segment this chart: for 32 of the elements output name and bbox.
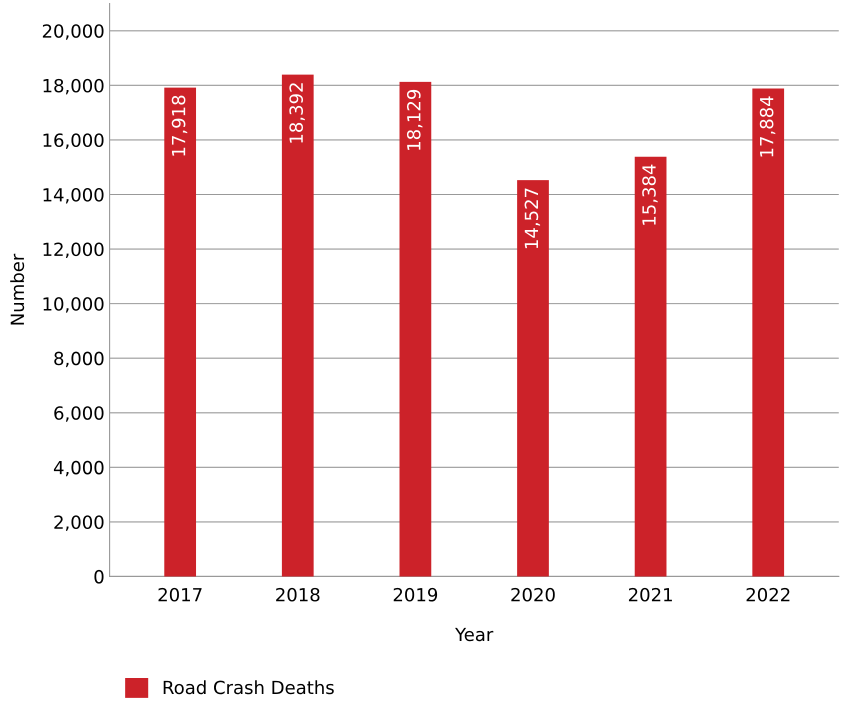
data-label: 14,527 [524, 188, 540, 248]
y-tick-label: 4,000 [54, 460, 104, 476]
bar [400, 82, 432, 576]
x-tick-label: 2019 [394, 588, 438, 602]
bar [282, 74, 314, 576]
data-label: 18,392 [289, 83, 305, 143]
bar [517, 180, 549, 576]
data-label: 18,129 [406, 90, 422, 150]
y-tick-label: 14,000 [44, 188, 104, 204]
x-axis-title: Year [455, 628, 494, 642]
x-tick-label: 2018 [276, 588, 320, 602]
x-tick-label: 2017 [158, 588, 202, 602]
y-tick-label: 8,000 [54, 352, 104, 368]
y-tick-label: 18,000 [44, 78, 104, 94]
x-tick-label: 2021 [628, 588, 672, 602]
bar [752, 88, 784, 576]
data-label: 17,918 [172, 96, 188, 156]
y-tick-label: 12,000 [44, 242, 104, 258]
x-tick-label: 2020 [511, 588, 555, 602]
data-label: 15,384 [642, 164, 658, 225]
y-tick-label: 2,000 [54, 515, 104, 531]
bar [164, 88, 196, 576]
bar [634, 156, 666, 576]
x-tick-label: 2022 [746, 588, 790, 602]
y-axis-title: Number [10, 254, 24, 324]
y-tick-label: 6,000 [54, 406, 104, 422]
y-tick-label: 0 [94, 570, 104, 584]
legend-label: Road Crash Deaths [164, 680, 334, 694]
data-label: 17,884 [760, 96, 776, 157]
y-tick-label: 20,000 [42, 24, 104, 40]
y-tick-label: 16,000 [44, 133, 104, 149]
y-tick-label: 10,000 [44, 297, 104, 313]
